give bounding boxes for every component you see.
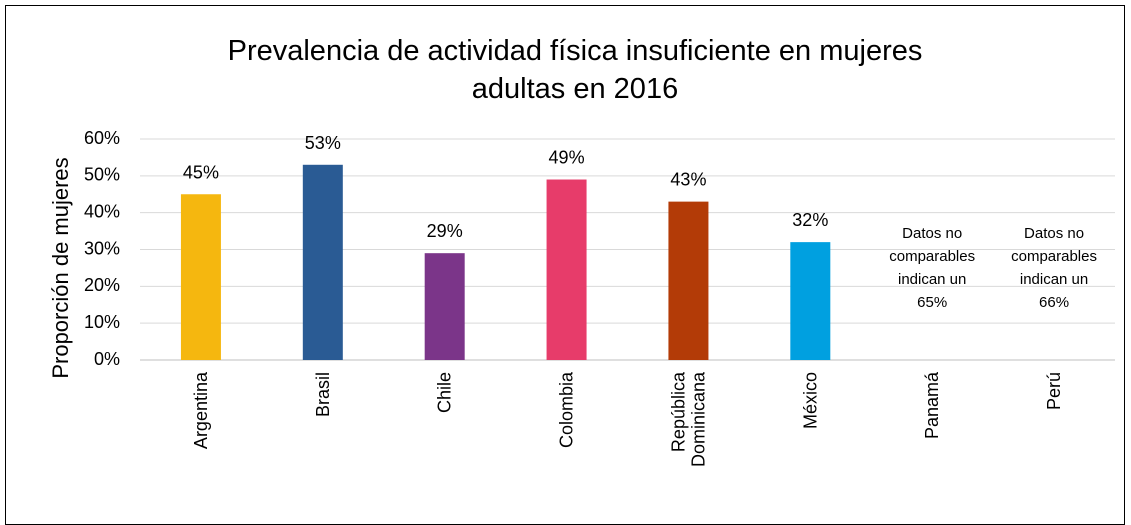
y-tick-label: 10% (84, 312, 120, 332)
note-text: comparables (1011, 248, 1097, 265)
x-tick-label: Colombia (556, 372, 577, 449)
x-tick-label: Panamá (922, 372, 943, 440)
y-tick-label: 30% (84, 238, 120, 258)
chart: Prevalencia de actividad física insufici… (48, 35, 1115, 379)
note-text: indican un (1020, 271, 1088, 288)
note-text: 66% (1039, 294, 1069, 311)
note-text: comparables (889, 248, 975, 265)
y-tick-label: 50% (84, 165, 120, 185)
x-tick-label: Brasil (312, 372, 333, 418)
data-label: 53% (305, 133, 341, 153)
data-label: 32% (792, 210, 828, 230)
x-tick-label: México (800, 372, 821, 430)
note-text: Datos no (902, 225, 962, 242)
data-label: 43% (670, 170, 706, 190)
note-text: indican un (898, 271, 966, 288)
bar (424, 253, 465, 360)
bar (302, 164, 343, 360)
y-tick-label: 20% (84, 275, 120, 295)
bar (180, 194, 221, 360)
y-tick-label: 40% (84, 201, 120, 221)
bar (668, 201, 709, 360)
x-tick-label: Chile (434, 372, 455, 414)
data-label: 45% (183, 162, 219, 182)
y-tick-label: 60% (84, 128, 120, 148)
data-label: 29% (427, 221, 463, 241)
chart-title: Prevalencia de actividad física insufici… (228, 35, 923, 105)
page: Prevalencia de actividad física insufici… (5, 5, 1125, 525)
bar (546, 179, 587, 360)
note-text: Datos no (1024, 225, 1084, 242)
x-tick-label: Argentina (190, 372, 211, 450)
y-tick-label: 0% (94, 349, 120, 369)
y-axis-label: Proporción de mujeres (48, 157, 73, 378)
data-label: 49% (549, 148, 585, 168)
x-tick-label: República Dominicana (668, 372, 709, 468)
x-tick-label: Perú (1044, 372, 1065, 411)
bar (790, 242, 831, 360)
note-text: 65% (917, 294, 947, 311)
